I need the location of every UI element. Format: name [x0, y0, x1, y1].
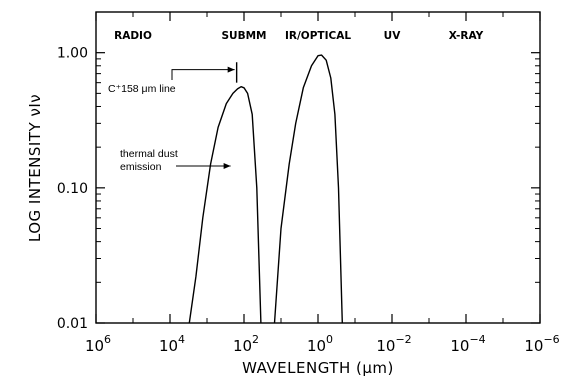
x-tick-label-6: 10−6: [524, 333, 559, 355]
series-line-1: [273, 54, 343, 324]
x-tick-label-0: 106: [85, 333, 111, 355]
band-label-2: IR/OPTICAL: [285, 30, 351, 42]
band-label-1: SUBMM: [222, 30, 267, 42]
y-tick-label-1: 0.10: [57, 181, 88, 197]
plot-frame: [95, 11, 541, 324]
y-axis-title: LOG INTENSITY νIν: [26, 94, 44, 242]
annotation-c-plus-arrowhead: [227, 66, 235, 73]
x-tick-label-3: 100: [307, 333, 333, 355]
y-axis: 1.00 0.10 0.01: [57, 46, 540, 332]
x-tick-label-4: 10−2: [376, 333, 411, 355]
series-group: [188, 54, 343, 324]
annotation-c-plus-label: C⁺158 μm line: [108, 83, 176, 95]
annotation-dust-arrowhead: [223, 163, 231, 169]
band-label-3: UV: [384, 30, 402, 42]
band-label-4: X-RAY: [449, 30, 484, 42]
x-tick-label-1: 104: [159, 333, 185, 355]
x-tick-label-2: 102: [233, 333, 259, 355]
x-tick-label-5: 10−4: [450, 333, 485, 355]
x-axis-title: WAVELENGTH (μm): [242, 359, 394, 377]
y-tick-label-0: 1.00: [57, 46, 88, 62]
annotation-dust-label-0: thermal dust: [120, 148, 178, 160]
y-tick-label-2: 0.01: [57, 316, 88, 332]
series-line-0: [188, 85, 262, 324]
band-labels: RADIO SUBMM IR/OPTICAL UV X-RAY: [114, 30, 483, 42]
band-label-0: RADIO: [114, 30, 152, 42]
annotation-dust-label-1: emission: [120, 161, 162, 173]
x-axis: 106 104 102 100 10−2 10−4 10−6: [85, 12, 560, 355]
annotation-c-plus-leader: [171, 69, 235, 80]
